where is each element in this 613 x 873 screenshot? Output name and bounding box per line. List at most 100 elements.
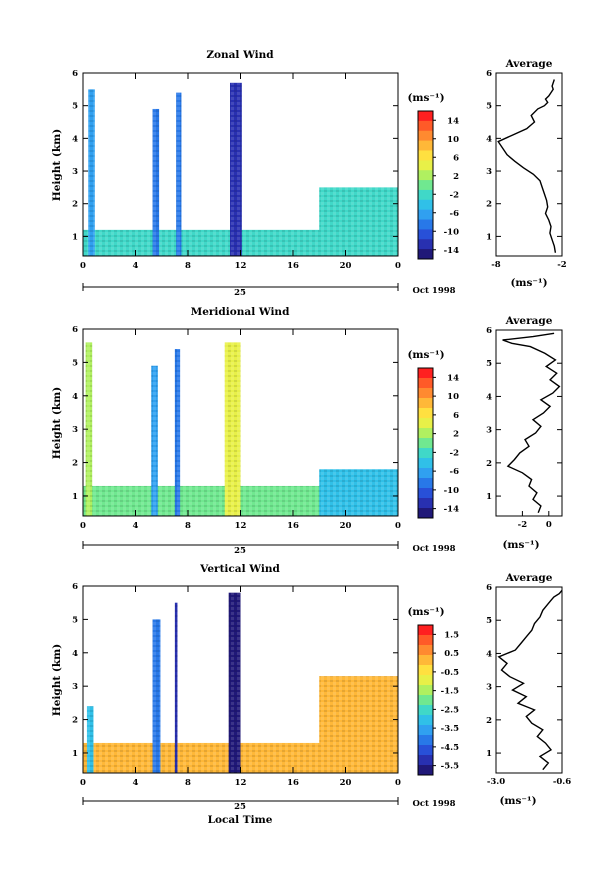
colorbar-swatch: [418, 140, 433, 151]
colorbar-frame: [417, 110, 434, 260]
colorbar-swatch: [418, 625, 433, 636]
colorbar: [417, 367, 434, 519]
colorbar-swatch: [418, 378, 433, 389]
x-tick-label: 4: [133, 261, 139, 271]
average-title: Average: [505, 315, 553, 327]
heatmap-late-layer-texture: [319, 676, 398, 773]
colorbar-swatch: [418, 685, 433, 696]
x-tick-label: 20: [340, 778, 352, 788]
colorbar-swatch: [418, 229, 433, 240]
colorbar-tick-label: 6: [453, 411, 459, 421]
colorbar-tick-label: -10: [444, 227, 459, 237]
average-x-tick-label: 0: [546, 520, 552, 530]
y-axis-label: Height (km): [51, 387, 63, 459]
colorbar-swatch: [418, 189, 433, 201]
average-frame: [495, 72, 563, 257]
average-x-ticks: -8 -2: [491, 251, 567, 270]
heatmap-column-3-texture: [174, 349, 181, 516]
colorbar-ticks: 1.5 0.5 -0.5 -1.5 -2.5 -3.5 -4.5 -5.5: [433, 630, 459, 772]
y-ticks: 1 2 3 4 5 6: [72, 582, 398, 759]
x-tick-label: 8: [185, 521, 191, 531]
day-label: 25: [234, 546, 246, 556]
colorbar-swatch: [418, 508, 433, 519]
heatmap-area: [83, 592, 398, 773]
colorbar-ticks: 14 10 6 2 -2 -6 -10 -14: [433, 116, 459, 256]
colorbar-tick-label: 1.5: [444, 630, 459, 640]
y-tick-label: 1: [72, 492, 78, 502]
heatmap-column-1-texture: [88, 89, 95, 256]
average-y-tick-label: 6: [486, 326, 492, 336]
x-tick-label: 0: [395, 521, 401, 531]
average-y-tick-label: 4: [486, 392, 492, 402]
colorbar-swatch: [418, 209, 433, 221]
colorbar-tick-label: -2.5: [441, 705, 459, 715]
y-axis-label: Height (km): [51, 129, 63, 201]
colorbar-unit: (ms⁻¹): [407, 606, 444, 618]
y-tick-label: 3: [72, 425, 78, 435]
heatmap-column-2-texture: [152, 619, 161, 773]
colorbar-swatch: [418, 438, 433, 449]
colorbar-swatch: [418, 755, 433, 766]
colorbar-tick-label: -14: [444, 246, 459, 256]
x-tick-label: 0: [395, 778, 401, 788]
heatmap-column-4-texture: [230, 82, 242, 256]
colorbar-swatch: [418, 111, 433, 122]
average-y-tick-label: 5: [486, 102, 492, 112]
colorbar-swatch: [418, 695, 433, 706]
colorbar-tick-label: -2: [450, 448, 460, 458]
average-title: Average: [505, 58, 553, 70]
day-label: 25: [234, 288, 246, 298]
average-y-tick-label: 3: [486, 426, 492, 436]
y-tick-label: 6: [72, 582, 78, 592]
colorbar-swatch: [418, 448, 433, 459]
average-profile-line: [502, 332, 561, 513]
colorbar-tick-label: 2: [453, 430, 459, 440]
y-tick-label: 2: [72, 200, 78, 210]
heatmap-column-3-texture: [176, 92, 182, 256]
colorbar-tick-label: -4.5: [441, 743, 459, 753]
colorbar-swatch: [418, 249, 433, 260]
x-tick-label: 16: [287, 261, 299, 271]
heatmap-area: [83, 342, 398, 516]
panel-title: Zonal Wind: [206, 49, 274, 61]
average-x-label: (ms⁻¹): [502, 539, 539, 551]
y-tick-label: 2: [72, 459, 78, 469]
colorbar-swatch: [418, 655, 433, 666]
average-y-tick-label: 2: [486, 459, 492, 469]
average-y-tick-label: 1: [486, 232, 492, 242]
y-tick-label: 2: [72, 716, 78, 726]
colorbar-swatch: [418, 130, 433, 142]
y-tick-label: 3: [72, 682, 78, 692]
x-tick-label: 8: [185, 778, 191, 788]
average-x-label: (ms⁻¹): [510, 277, 547, 289]
average-y-ticks: 1 2 3 4 5 6: [486, 69, 562, 242]
y-tick-label: 5: [72, 102, 78, 112]
average-y-tick-label: 4: [486, 134, 492, 144]
average-y-tick-label: 1: [486, 749, 492, 759]
colorbar-swatch: [418, 398, 433, 409]
x-tick-label: 0: [395, 261, 401, 271]
colorbar-swatch: [418, 635, 433, 646]
colorbar-tick-label: -1.5: [441, 687, 459, 697]
month-label: Oct 1998: [412, 286, 455, 296]
x-tick-label: 4: [133, 521, 139, 531]
average-x-tick-label: -3.0: [487, 777, 505, 787]
heatmap-column-1-texture: [86, 706, 94, 773]
panel-title: Vertical Wind: [199, 563, 280, 575]
x-tick-label: 0: [80, 261, 86, 271]
colorbar-tick-label: 0.5: [444, 649, 459, 659]
heatmap-late-layer-texture: [319, 469, 398, 516]
colorbar-swatch: [418, 418, 433, 429]
colorbar-swatch: [418, 199, 433, 211]
colorbar-swatch: [418, 705, 433, 716]
colorbar: [417, 624, 434, 776]
colorbar-swatch: [418, 150, 433, 161]
average-profile-line: [497, 589, 563, 771]
y-tick-label: 4: [72, 649, 78, 659]
colorbar-swatch: [418, 478, 433, 489]
average-frame: [495, 329, 563, 517]
heatmap-column-1-texture: [85, 342, 93, 516]
y-tick-label: 6: [72, 69, 78, 79]
